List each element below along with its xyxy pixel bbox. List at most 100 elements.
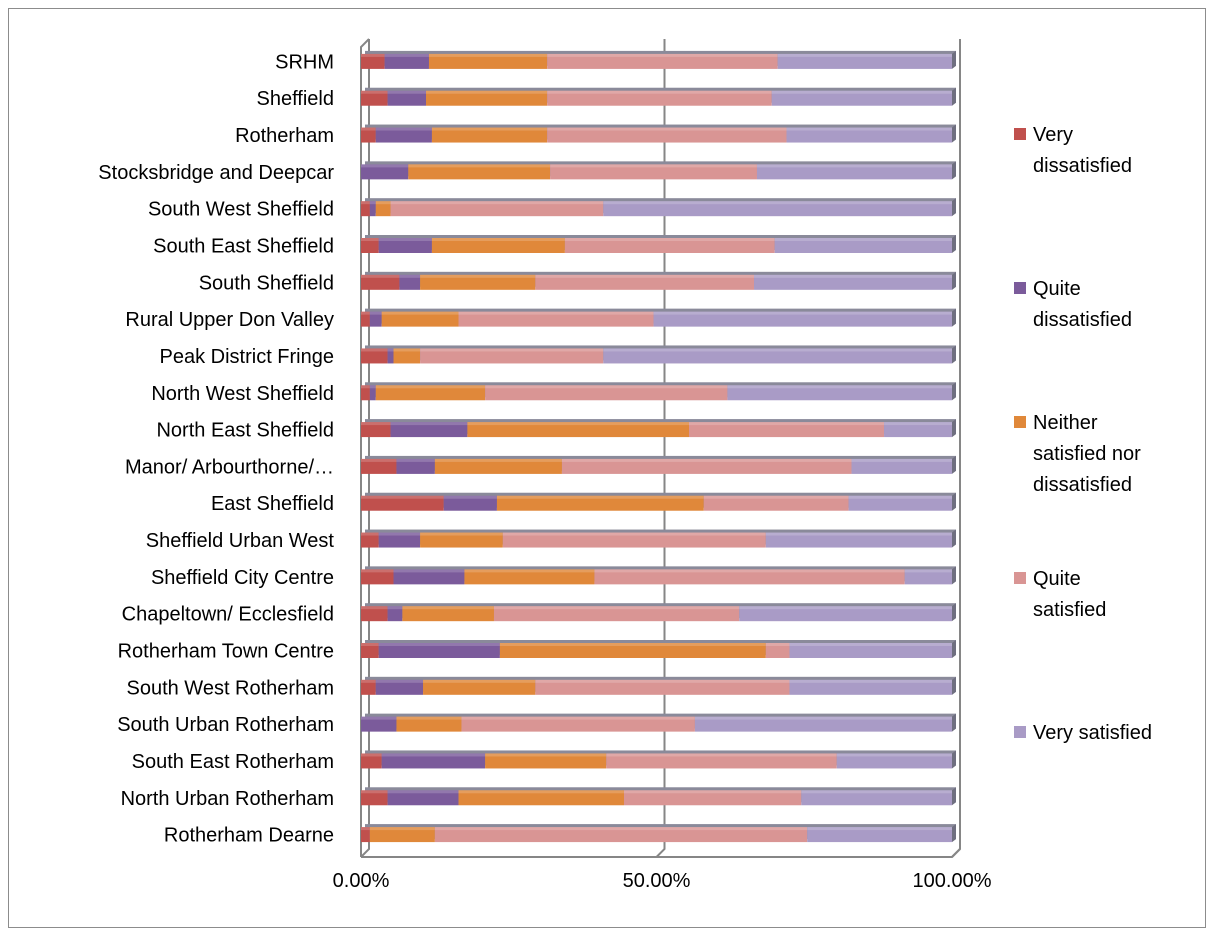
bar-srhm-quite-dissatisfied [384,53,429,69]
bar-rotherham-dearne-very-dissatisfied [361,827,370,843]
bar-peak-district-fringe-quite-dissatisfied [387,348,394,364]
legend-item-neither-satisfied-nor-dissatisfied: Neither satisfied nor dissatisfied [1014,412,1141,496]
bar-chapeltown-ecclesfield-very-satisfied [739,606,952,622]
category-label-south-urban-rotherham: South Urban Rotherham [117,714,334,736]
bar-highlight-south-west-sheffield-4 [603,201,952,205]
category-label-stocksbridge-and-deepcar: Stocksbridge and Deepcar [98,162,334,184]
bar-highlight-chapeltown-ecclesfield-1 [387,606,403,610]
bar-highlight-chapeltown-ecclesfield-4 [739,606,952,610]
bar-highlight-south-east-sheffield-1 [378,238,432,241]
bar-south-west-rotherham-very-dissatisfied [361,679,376,695]
bar-manor-arbourthorne-very-dissatisfied [361,458,397,474]
bar-south-west-sheffield-quite-dissatisfied [369,201,376,217]
left-wall-line [360,38,370,857]
category-label-chapeltown-ecclesfield: Chapeltown/ Ecclesfield [122,604,334,626]
bar-highlight-south-east-rotherham-0 [361,753,382,757]
bar-highlight-chapeltown-ecclesfield-2 [402,606,494,610]
bar-highlight-rural-upper-don-valley-2 [381,311,459,315]
bar-srhm-very-dissatisfied [361,53,385,69]
bar-highlight-south-west-rotherham-3 [535,679,790,683]
bar-rotherham-town-centre-very-dissatisfied [361,643,379,658]
legend-swatch-neither-satisfied-nor-dissatisfied [1014,416,1026,428]
bar-sheffield-quite-dissatisfied [387,90,427,106]
bar-highlight-sheffield-city-centre-0 [361,569,394,573]
bar-manor-arbourthorne-quite-dissatisfied [396,458,435,474]
bar-highlight-manor-arbourthorne-0 [361,458,397,462]
bar-highlight-sheffield-urban-west-1 [378,532,421,536]
legend-label-quite-satisfied: Quite satisfied [1033,568,1106,621]
bar-south-urban-rotherham-quite-dissatisfied [361,716,397,732]
bar-highlight-rural-upper-don-valley-0 [361,311,370,315]
bar-highlight-manor-arbourthorne-3 [561,458,852,462]
bar-highlight-south-sheffield-1 [399,274,421,278]
bar-highlight-srhm-3 [547,53,778,57]
bar-north-urban-rotherham-quite-dissatisfied [387,790,459,806]
bar-rotherham-very-satisfied [786,127,952,143]
bar-highlight-south-urban-rotherham-3 [461,716,695,720]
bar-highlight-sheffield-city-centre-1 [393,569,465,573]
category-label-sheffield-city-centre: Sheffield City Centre [151,567,334,589]
bar-highlight-stocksbridge-and-deepcar-3 [550,164,757,168]
category-label-south-east-rotherham: South East Rotherham [132,751,334,773]
bars [361,50,956,843]
bar-highlight-chapeltown-ecclesfield-0 [361,606,388,610]
bar-highlight-south-east-rotherham-4 [836,753,952,757]
bar-north-west-sheffield-neither-satisfied-nor-dissatisfied [375,385,486,401]
bar-stocksbridge-and-deepcar-very-satisfied [756,164,952,180]
bar-north-urban-rotherham-very-dissatisfied [361,790,388,806]
bar-east-sheffield-very-satisfied [848,495,952,511]
bar-highlight-sheffield-urban-west-4 [765,532,952,536]
bar-highlight-rotherham-3 [547,127,787,131]
bar-highlight-north-west-sheffield-0 [361,385,370,389]
bar-sheffield-very-satisfied [771,90,952,106]
bar-highlight-peak-district-fringe-4 [603,348,952,352]
bar-highlight-south-east-rotherham-3 [606,753,837,757]
category-label-sheffield-urban-west: Sheffield Urban West [146,530,335,552]
bar-highlight-peak-district-fringe-3 [420,348,604,352]
bar-south-sheffield-neither-satisfied-nor-dissatisfied [420,274,536,290]
bar-highlight-rotherham-0 [361,127,376,131]
bar-sheffield-urban-west-quite-dissatisfied [378,532,421,548]
bar-srhm-neither-satisfied-nor-dissatisfied [428,53,548,69]
bar-highlight-rotherham-1 [375,127,432,131]
bar-highlight-south-west-rotherham-1 [375,679,424,683]
legend-swatch-very-dissatisfied [1014,128,1026,140]
bar-rural-upper-don-valley-quite-dissatisfied [369,311,382,327]
category-label-south-sheffield: South Sheffield [199,272,334,294]
bar-sheffield-city-centre-neither-satisfied-nor-dissatisfied [464,569,595,585]
category-label-rotherham-town-centre: Rotherham Town Centre [118,641,334,663]
bar-highlight-north-west-sheffield-1 [369,385,376,389]
bar-sheffield-city-centre-very-dissatisfied [361,569,394,585]
bar-highlight-manor-arbourthorne-1 [396,458,435,462]
bar-north-east-sheffield-neither-satisfied-nor-dissatisfied [467,422,690,438]
bar-rural-upper-don-valley-neither-satisfied-nor-dissatisfied [381,311,459,327]
bar-south-west-rotherham-very-satisfied [789,679,952,695]
bar-cap-south-east-sheffield [952,235,956,253]
bar-highlight-south-west-sheffield-1 [369,201,376,205]
bar-cap-north-west-sheffield [952,382,956,401]
bar-rural-upper-don-valley-very-satisfied [653,311,952,327]
bar-manor-arbourthorne-quite-satisfied [561,458,852,474]
bar-highlight-south-east-sheffield-0 [361,238,379,241]
bar-north-east-sheffield-quite-satisfied [689,422,885,438]
bar-highlight-south-west-sheffield-0 [361,201,370,205]
bar-south-west-sheffield-very-satisfied [603,201,952,217]
x-tick-label-1: 50.00% [623,870,691,892]
category-labels: SRHM Sheffield Rotherham Stocksbridge and D… [98,51,334,846]
bar-highlight-rotherham-2 [431,127,548,131]
bar-highlight-manor-arbourthorne-4 [851,458,952,462]
bar-highlight-south-east-sheffield-4 [774,238,952,241]
bar-south-sheffield-quite-dissatisfied [399,274,421,290]
bar-south-west-rotherham-quite-dissatisfied [375,679,424,695]
legend-swatch-quite-dissatisfied [1014,282,1026,294]
bar-north-east-sheffield-quite-dissatisfied [390,422,468,438]
bar-highlight-east-sheffield-2 [496,495,704,499]
gridline-2 [951,39,961,858]
bar-highlight-rotherham-dearne-0 [361,827,370,831]
bar-rotherham-quite-dissatisfied [375,127,432,143]
bar-north-urban-rotherham-very-satisfied [801,790,952,806]
bar-manor-arbourthorne-neither-satisfied-nor-dissatisfied [434,458,562,474]
bar-highlight-srhm-0 [361,53,385,57]
category-label-north-west-sheffield: North West Sheffield [151,383,334,405]
bar-highlight-north-urban-rotherham-4 [801,790,952,794]
